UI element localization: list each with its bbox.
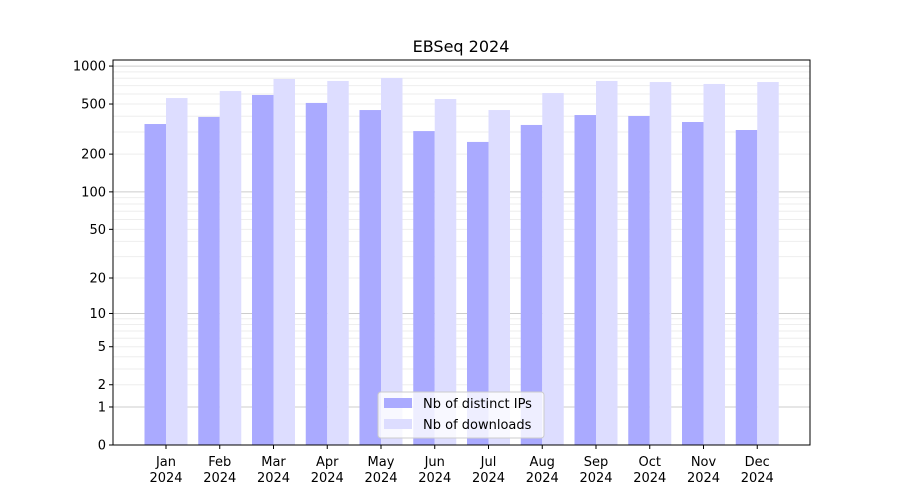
y-tick-label: 2 [98,378,106,393]
bar-distinct-ips [467,141,489,445]
x-tick-label: Nov 2024 [687,455,720,486]
x-tick-label: Jun 2024 [418,455,451,486]
bar-distinct-ips [682,122,704,445]
bar-distinct-ips [574,115,596,445]
bar-downloads [381,77,403,445]
x-axis: Jan 2024 Feb 2024 Mar 2024 Apr 2024 May 2024 Jun 20… [149,445,774,486]
x-tick-label: Sep 2024 [579,455,612,486]
y-tick-label: 20 [89,272,106,287]
bar-downloads [542,93,564,446]
bar-distinct-ips [520,124,543,446]
bar-distinct-ips [144,124,166,445]
x-tick-label: Oct 2024 [633,455,666,486]
x-tick-label: Aug 2024 [526,455,559,486]
y-tick-label: 5 [98,340,106,355]
bar-distinct-ips [198,116,220,445]
bar-downloads [219,91,242,445]
bar-downloads [434,99,457,446]
y-tick-label: 500 [81,98,106,113]
bar-downloads [596,80,618,446]
plot-frame [112,59,811,446]
y-axis: 0 1 2 5 10 20 50 100 200 500 1000 [73,60,113,454]
x-tick-label: Jul 2024 [472,455,505,486]
bar-distinct-ips [735,130,758,445]
bar-downloads [273,78,295,446]
legend-swatch [384,398,412,408]
bar-distinct-ips [413,131,435,445]
bar-downloads [327,80,349,446]
y-tick-label: 100 [81,185,106,200]
bars [144,77,779,446]
bar-downloads [166,98,188,446]
bar-downloads [488,110,510,446]
x-tick-label: May 2024 [364,455,397,486]
x-tick-label: Apr 2024 [311,455,344,486]
bar-distinct-ips [252,94,274,445]
y-tick-label: 0 [98,439,106,454]
bar-distinct-ips [628,115,650,446]
y-tick-label: 50 [89,223,106,238]
legend-label: Nb of downloads [423,418,532,433]
y-tick-label: 1 [98,400,106,415]
bar-distinct-ips [359,110,381,446]
x-tick-label: Dec 2024 [741,455,774,486]
legend-swatch [384,419,412,429]
bar-distinct-ips [305,102,328,445]
legend: Nb of distinct IPs Nb of downloads [377,391,545,439]
legend-label: Nb of distinct IPs [423,397,532,412]
legend-box [377,391,545,439]
bar-downloads [649,82,672,445]
y-tick-label: 1000 [73,60,106,75]
x-tick-label: Feb 2024 [203,455,236,486]
x-tick-label: Jan 2024 [149,455,182,486]
bar-downloads [757,82,779,445]
y-tick-label: 10 [89,307,106,322]
x-tick-label: Mar 2024 [257,455,290,486]
y-tick-label: 200 [81,148,106,163]
chart-title: EBSeq 2024 [413,37,510,56]
bar-downloads [703,83,725,445]
